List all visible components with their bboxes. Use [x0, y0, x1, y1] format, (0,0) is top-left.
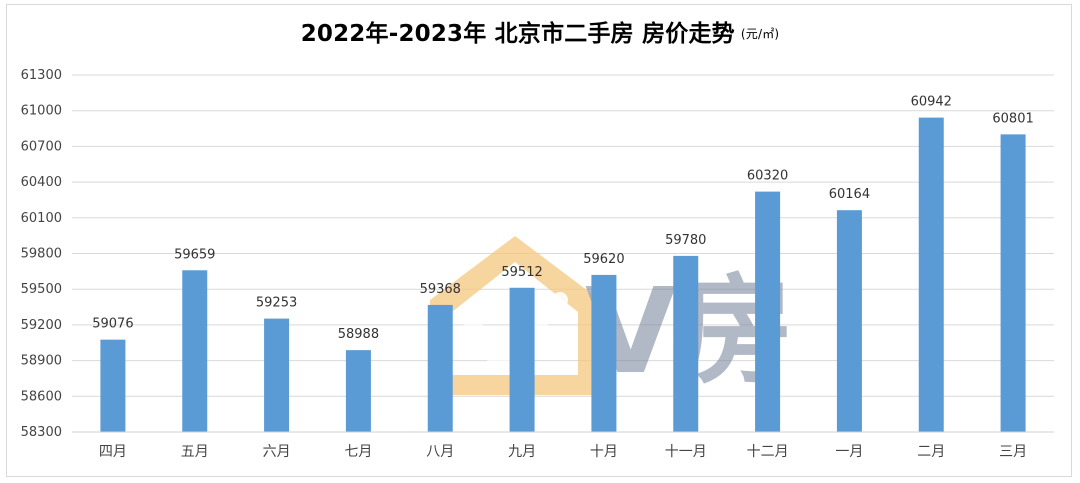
- bar: [182, 270, 208, 432]
- x-axis-categories: 四月 五月 六月 七月 八月 九月 十月 十一月 十二月 一月 二月 三月: [99, 444, 1027, 460]
- data-label: 59368: [420, 282, 461, 297]
- data-label: 59076: [92, 317, 133, 332]
- data-label: 59620: [583, 252, 624, 267]
- y-tick-label: 59200: [21, 318, 62, 333]
- bar: [591, 274, 617, 432]
- x-category-label: 二月: [917, 444, 945, 460]
- x-category-label: 九月: [508, 444, 536, 460]
- bar: [1000, 134, 1026, 433]
- y-tick-label: 60100: [21, 211, 62, 226]
- bar: [673, 255, 699, 432]
- data-label: 60320: [747, 169, 788, 184]
- x-category-label: 一月: [835, 444, 863, 460]
- x-category-label: 十月: [590, 444, 618, 460]
- bar: [100, 339, 126, 432]
- data-label: 60164: [829, 187, 870, 202]
- data-label: 58988: [338, 327, 379, 342]
- bar: [345, 350, 371, 432]
- watermark-house-icon: [430, 236, 600, 395]
- x-category-label: 三月: [999, 444, 1027, 460]
- data-labels: 59076 59659 59253 58988 59368 59512 59620 59780…: [92, 95, 1034, 343]
- bar: [264, 318, 290, 432]
- data-label: 60942: [911, 95, 952, 110]
- bar: [755, 191, 781, 432]
- y-tick-label: 61300: [21, 68, 62, 83]
- x-category-label: 十一月: [665, 444, 707, 460]
- y-tick-label: 58600: [21, 389, 62, 404]
- chart-unit: (元/㎡): [740, 27, 780, 41]
- bar: [427, 304, 453, 432]
- y-tick-label: 59800: [21, 247, 62, 262]
- chart-title-text: 2022年-2023年 北京市二手房 房价走势: [300, 21, 735, 47]
- bars: [100, 117, 1026, 433]
- x-category-label: 四月: [99, 444, 127, 460]
- bar: [836, 210, 862, 432]
- bar: [918, 117, 944, 433]
- y-tick-label: 60700: [21, 139, 62, 154]
- x-category-label: 五月: [181, 444, 209, 460]
- bar: [509, 287, 535, 432]
- x-category-label: 六月: [263, 444, 291, 460]
- watermark-check-icon: [462, 292, 568, 373]
- data-label: 59659: [174, 247, 215, 262]
- y-tick-label: 60400: [21, 175, 62, 190]
- x-category-label: 十二月: [747, 444, 789, 460]
- y-tick-label: 59500: [21, 282, 62, 297]
- data-label: 60801: [992, 111, 1033, 126]
- x-category-label: 七月: [344, 444, 372, 460]
- data-label: 59780: [665, 233, 706, 248]
- y-tick-label: 61000: [21, 104, 62, 119]
- chart-title: 2022年-2023年 北京市二手房 房价走势 (元/㎡): [0, 14, 1080, 48]
- data-label: 59512: [501, 265, 542, 280]
- y-tick-label: 58300: [21, 425, 62, 440]
- y-tick-label: 58900: [21, 354, 62, 369]
- data-label: 59253: [256, 296, 297, 311]
- y-axis-ticks: 58300 58600 58900 59200 59500 59800 60100 60400…: [21, 68, 62, 440]
- x-category-label: 八月: [426, 444, 454, 460]
